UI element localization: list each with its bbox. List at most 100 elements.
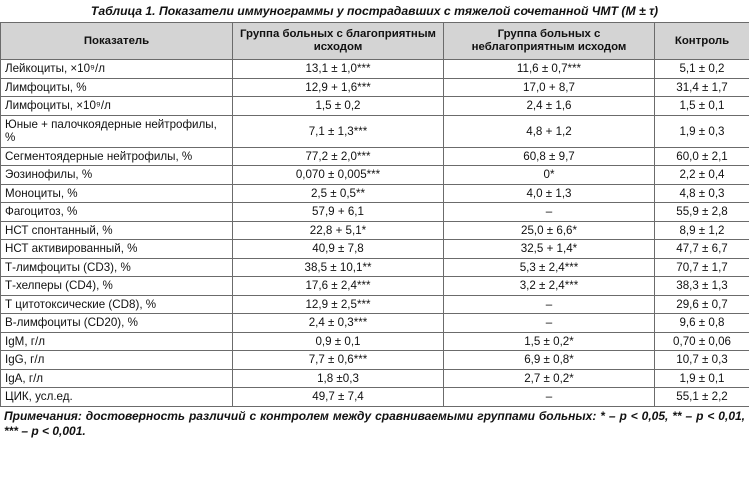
table-row: Эозинофилы, % 0,070 ± 0,005*** 0* 2,2 ± 0,4: [0, 165, 749, 185]
row-indicator-cell: IgA, г/л: [0, 368, 233, 388]
header-favorable: Группа больных с благоприятным исходом: [232, 22, 444, 60]
row-unfavorable-cell: 0*: [443, 165, 655, 185]
header-unfavorable: Группа больных с неблагоприятным исходом: [443, 22, 655, 60]
table-row: IgA, г/л 1,8 ±0,3 2,7 ± 0,2* 1,9 ± 0,1: [0, 368, 749, 388]
row-indicator-cell: ЦИК, усл.ед.: [0, 387, 233, 407]
row-favorable-cell: 2,4 ± 0,3***: [232, 313, 444, 333]
row-control-cell: 55,9 ± 2,8: [654, 202, 749, 222]
row-control-cell: 38,3 ± 1,3: [654, 276, 749, 296]
row-control-cell: 1,5 ± 0,1: [654, 96, 749, 116]
row-favorable-cell: 2,5 ± 0,5**: [232, 183, 444, 203]
row-indicator-cell: Лейкоциты, ×10⁹/л: [0, 59, 233, 79]
row-indicator-cell: НСТ спонтанный, %: [0, 220, 233, 240]
row-control-cell: 47,7 ± 6,7: [654, 239, 749, 259]
table-row: Моноциты, % 2,5 ± 0,5** 4,0 ± 1,3 4,8 ± 0,3: [0, 183, 749, 203]
row-control-cell: 1,9 ± 0,3: [654, 114, 749, 148]
row-control-cell: 10,7 ± 0,3: [654, 350, 749, 370]
row-indicator-cell: Т-лимфоциты (CD3), %: [0, 257, 233, 277]
row-favorable-cell: 12,9 + 1,6***: [232, 77, 444, 97]
row-control-cell: 70,7 ± 1,7: [654, 257, 749, 277]
row-control-cell: 29,6 ± 0,7: [654, 294, 749, 314]
row-indicator-cell: Т цитотоксические (CD8), %: [0, 294, 233, 314]
table-row: Сегментоядерные нейтрофилы, % 77,2 ± 2,0*…: [0, 146, 749, 166]
row-control-cell: 5,1 ± 0,2: [654, 59, 749, 79]
row-unfavorable-cell: 6,9 ± 0,8*: [443, 350, 655, 370]
row-indicator-cell: НСТ активированный, %: [0, 239, 233, 259]
row-favorable-cell: 1,5 ± 0,2: [232, 96, 444, 116]
table-row: Лимфоциты, % 12,9 + 1,6*** 17,0 + 8,7 31,4 …: [0, 77, 749, 97]
row-unfavorable-cell: 2,7 ± 0,2*: [443, 368, 655, 388]
immunogram-table: Показатель Группа больных с благоприятны…: [0, 22, 749, 407]
table-row: НСТ спонтанный, % 22,8 + 5,1* 25,0 ± 6,6* 8…: [0, 220, 749, 240]
row-favorable-cell: 0,070 ± 0,005***: [232, 165, 444, 185]
row-control-cell: 9,6 ± 0,8: [654, 313, 749, 333]
table-row: В-лимфоциты (CD20), % 2,4 ± 0,3*** –9,6 ± …: [0, 313, 749, 333]
table-row: Т-лимфоциты (CD3), % 38,5 ± 10,1** 5,3 ± 2…: [0, 257, 749, 277]
row-favorable-cell: 77,2 ± 2,0***: [232, 146, 444, 166]
row-indicator-cell: Т-хелперы (CD4), %: [0, 276, 233, 296]
row-control-cell: 60,0 ± 2,1: [654, 146, 749, 166]
row-unfavorable-cell: 1,5 ± 0,2*: [443, 331, 655, 351]
row-indicator-cell: IgG, г/л: [0, 350, 233, 370]
table-row: НСТ активированный, % 40,9 ± 7,8 32,5 + 1,…: [0, 239, 749, 259]
row-favorable-cell: 22,8 + 5,1*: [232, 220, 444, 240]
row-favorable-cell: 40,9 ± 7,8: [232, 239, 444, 259]
row-unfavorable-cell: –: [443, 387, 655, 407]
row-unfavorable-cell: –: [443, 202, 655, 222]
table-caption: Таблица 1. Показатели иммунограммы у пос…: [90, 4, 659, 18]
row-favorable-cell: 17,6 ± 2,4***: [232, 276, 444, 296]
table-notes: Примечания: достоверность различий с кон…: [4, 408, 745, 438]
row-control-cell: 0,70 ± 0,06: [654, 331, 749, 351]
row-unfavorable-cell: 4,8 + 1,2: [443, 114, 655, 148]
row-unfavorable-cell: 11,6 ± 0,7***: [443, 59, 655, 79]
table-row: IgM, г/л 0,9 ± 0,1 1,5 ± 0,2* 0,70 ± 0,06: [0, 331, 749, 351]
row-control-cell: 1,9 ± 0,1: [654, 368, 749, 388]
row-unfavorable-cell: –: [443, 294, 655, 314]
row-indicator-cell: В-лимфоциты (CD20), %: [0, 313, 233, 333]
table-row: Т цитотоксические (CD8), % 12,9 ± 2,5*** –…: [0, 294, 749, 314]
row-unfavorable-cell: 25,0 ± 6,6*: [443, 220, 655, 240]
row-control-cell: 2,2 ± 0,4: [654, 165, 749, 185]
row-favorable-cell: 7,1 ± 1,3***: [232, 114, 444, 148]
row-indicator-cell: Юные + палочкоядерные нейтрофилы, %: [0, 114, 233, 148]
row-control-cell: 4,8 ± 0,3: [654, 183, 749, 203]
header-indicator: Показатель: [0, 22, 233, 60]
table-row: ЦИК, усл.ед. 49,7 ± 7,4–55,1 ± 2,2: [0, 387, 749, 407]
header-control: Контроль: [654, 22, 749, 60]
row-unfavorable-cell: 5,3 ± 2,4***: [443, 257, 655, 277]
row-indicator-cell: Лимфоциты, ×10⁹/л: [0, 96, 233, 116]
table-header-row: Показатель Группа больных с благоприятны…: [0, 22, 749, 60]
row-unfavorable-cell: –: [443, 313, 655, 333]
table-row: Фагоцитоз, % 57,9 + 6,1–55,9 ± 2,8: [0, 202, 749, 222]
row-control-cell: 8,9 ± 1,2: [654, 220, 749, 240]
row-favorable-cell: 38,5 ± 10,1**: [232, 257, 444, 277]
row-indicator-cell: Эозинофилы, %: [0, 165, 233, 185]
table-body: Лейкоциты, ×10⁹/л 13,1 ± 1,0*** 11,6 ± 0,7…: [0, 59, 749, 407]
table-row: IgG, г/л 7,7 ± 0,6*** 6,9 ± 0,8* 10,7 ± 0,3: [0, 350, 749, 370]
row-indicator-cell: Сегментоядерные нейтрофилы, %: [0, 146, 233, 166]
table-row: Т-хелперы (CD4), % 17,6 ± 2,4*** 3,2 ± 2,4…: [0, 276, 749, 296]
row-indicator-cell: Лимфоциты, %: [0, 77, 233, 97]
table-row: Юные + палочкоядерные нейтрофилы, % 7,1 ±…: [0, 114, 749, 148]
row-unfavorable-cell: 2,4 ± 1,6: [443, 96, 655, 116]
row-favorable-cell: 12,9 ± 2,5***: [232, 294, 444, 314]
row-unfavorable-cell: 17,0 + 8,7: [443, 77, 655, 97]
row-unfavorable-cell: 3,2 ± 2,4***: [443, 276, 655, 296]
row-favorable-cell: 0,9 ± 0,1: [232, 331, 444, 351]
row-unfavorable-cell: 4,0 ± 1,3: [443, 183, 655, 203]
row-favorable-cell: 7,7 ± 0,6***: [232, 350, 444, 370]
row-indicator-cell: IgM, г/л: [0, 331, 233, 351]
table-row: Лимфоциты, ×10⁹/л 1,5 ± 0,2 2,4 ± 1,6 1,5 ±…: [0, 96, 749, 116]
row-unfavorable-cell: 60,8 ± 9,7: [443, 146, 655, 166]
table-row: Лейкоциты, ×10⁹/л 13,1 ± 1,0*** 11,6 ± 0,7…: [0, 59, 749, 79]
row-favorable-cell: 57,9 + 6,1: [232, 202, 444, 222]
row-favorable-cell: 1,8 ±0,3: [232, 368, 444, 388]
row-control-cell: 31,4 ± 1,7: [654, 77, 749, 97]
row-control-cell: 55,1 ± 2,2: [654, 387, 749, 407]
row-indicator-cell: Моноциты, %: [0, 183, 233, 203]
row-unfavorable-cell: 32,5 + 1,4*: [443, 239, 655, 259]
row-favorable-cell: 49,7 ± 7,4: [232, 387, 444, 407]
row-favorable-cell: 13,1 ± 1,0***: [232, 59, 444, 79]
row-indicator-cell: Фагоцитоз, %: [0, 202, 233, 222]
